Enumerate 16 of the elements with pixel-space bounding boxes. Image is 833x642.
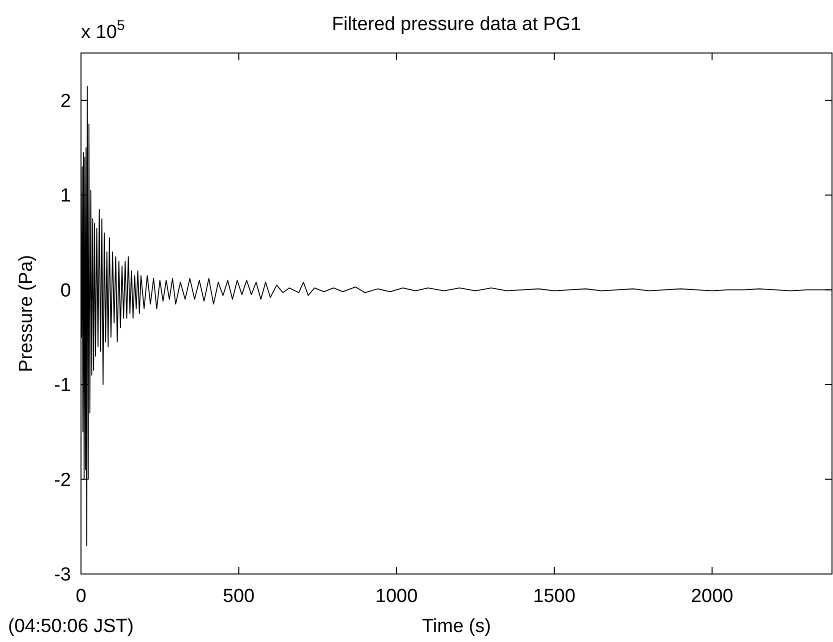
x-tick-label: 1000 (375, 586, 418, 607)
text: (04:50:06 JST) (8, 616, 134, 637)
text: x 10$^{5}$ (81, 18, 125, 43)
x-tick-label: 1500 (533, 586, 576, 607)
y-tick-label: 2 (60, 91, 71, 112)
y-tick-label: -3 (54, 564, 71, 586)
x-tick-label: 500 (222, 586, 255, 607)
x-axis-title: Time (s) (422, 616, 491, 637)
y-tick-label: 0 (60, 280, 71, 302)
y-tick-label: -2 (54, 470, 71, 491)
x-tick-label: 0 (76, 586, 86, 607)
y-axis-title: Pressure (Pa) (16, 254, 37, 372)
x-tick-label: 2000 (690, 586, 734, 607)
chart-title: Filtered pressure data at PG1 (332, 14, 582, 35)
y-tick-label: -1 (54, 375, 71, 396)
y-tick-label: 1 (60, 186, 71, 207)
